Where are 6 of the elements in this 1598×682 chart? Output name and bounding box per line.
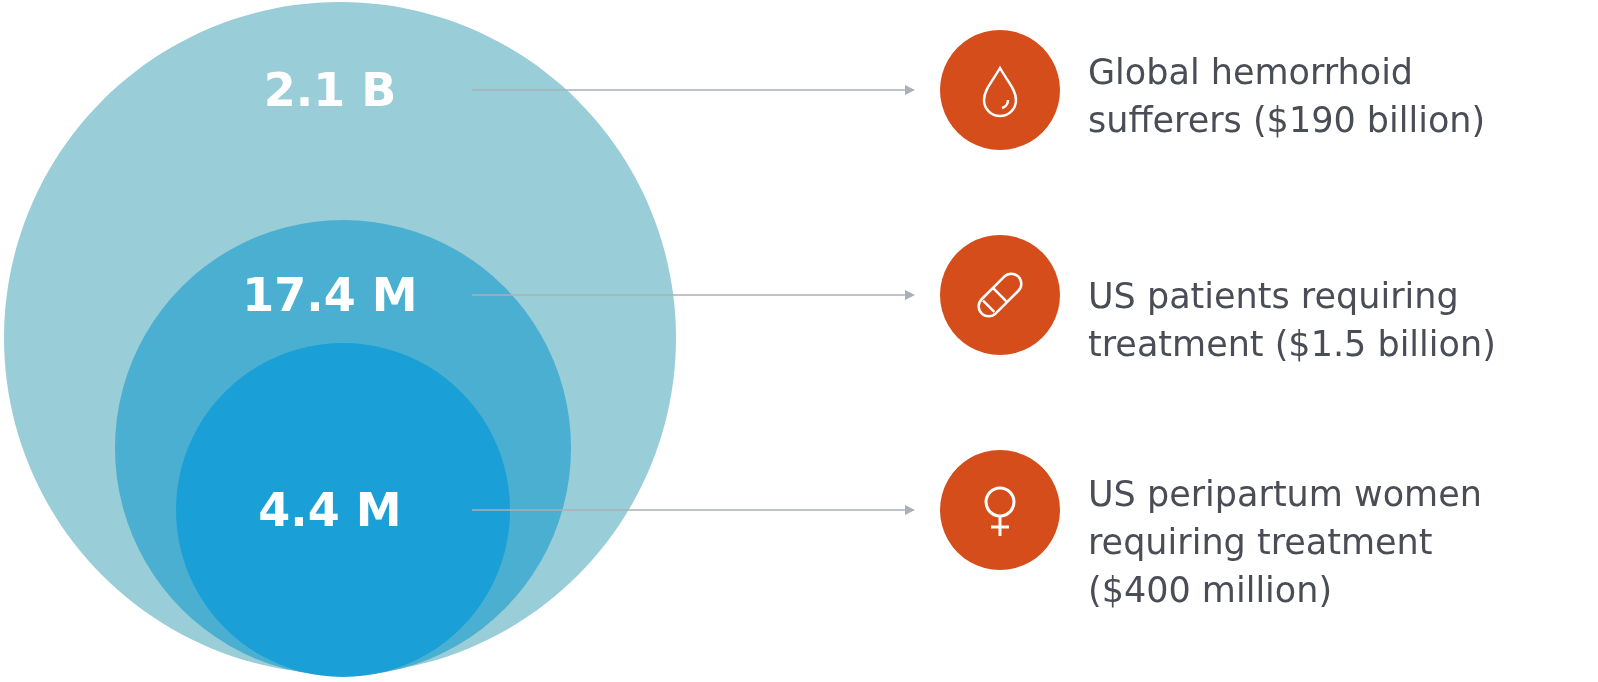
data-label: 2.1 B <box>263 63 397 117</box>
data-label: 4.4 M <box>258 483 402 537</box>
category-label: US peripartum women requiring treatment ($400 million) <box>1088 474 1493 610</box>
category-label: Global hemorrhoid sufferers ($190 billion) <box>1088 52 1486 140</box>
data-label: 17.4 M <box>242 268 418 322</box>
category-label: US patients requiring treatment ($1.5 billion) <box>1088 276 1496 364</box>
